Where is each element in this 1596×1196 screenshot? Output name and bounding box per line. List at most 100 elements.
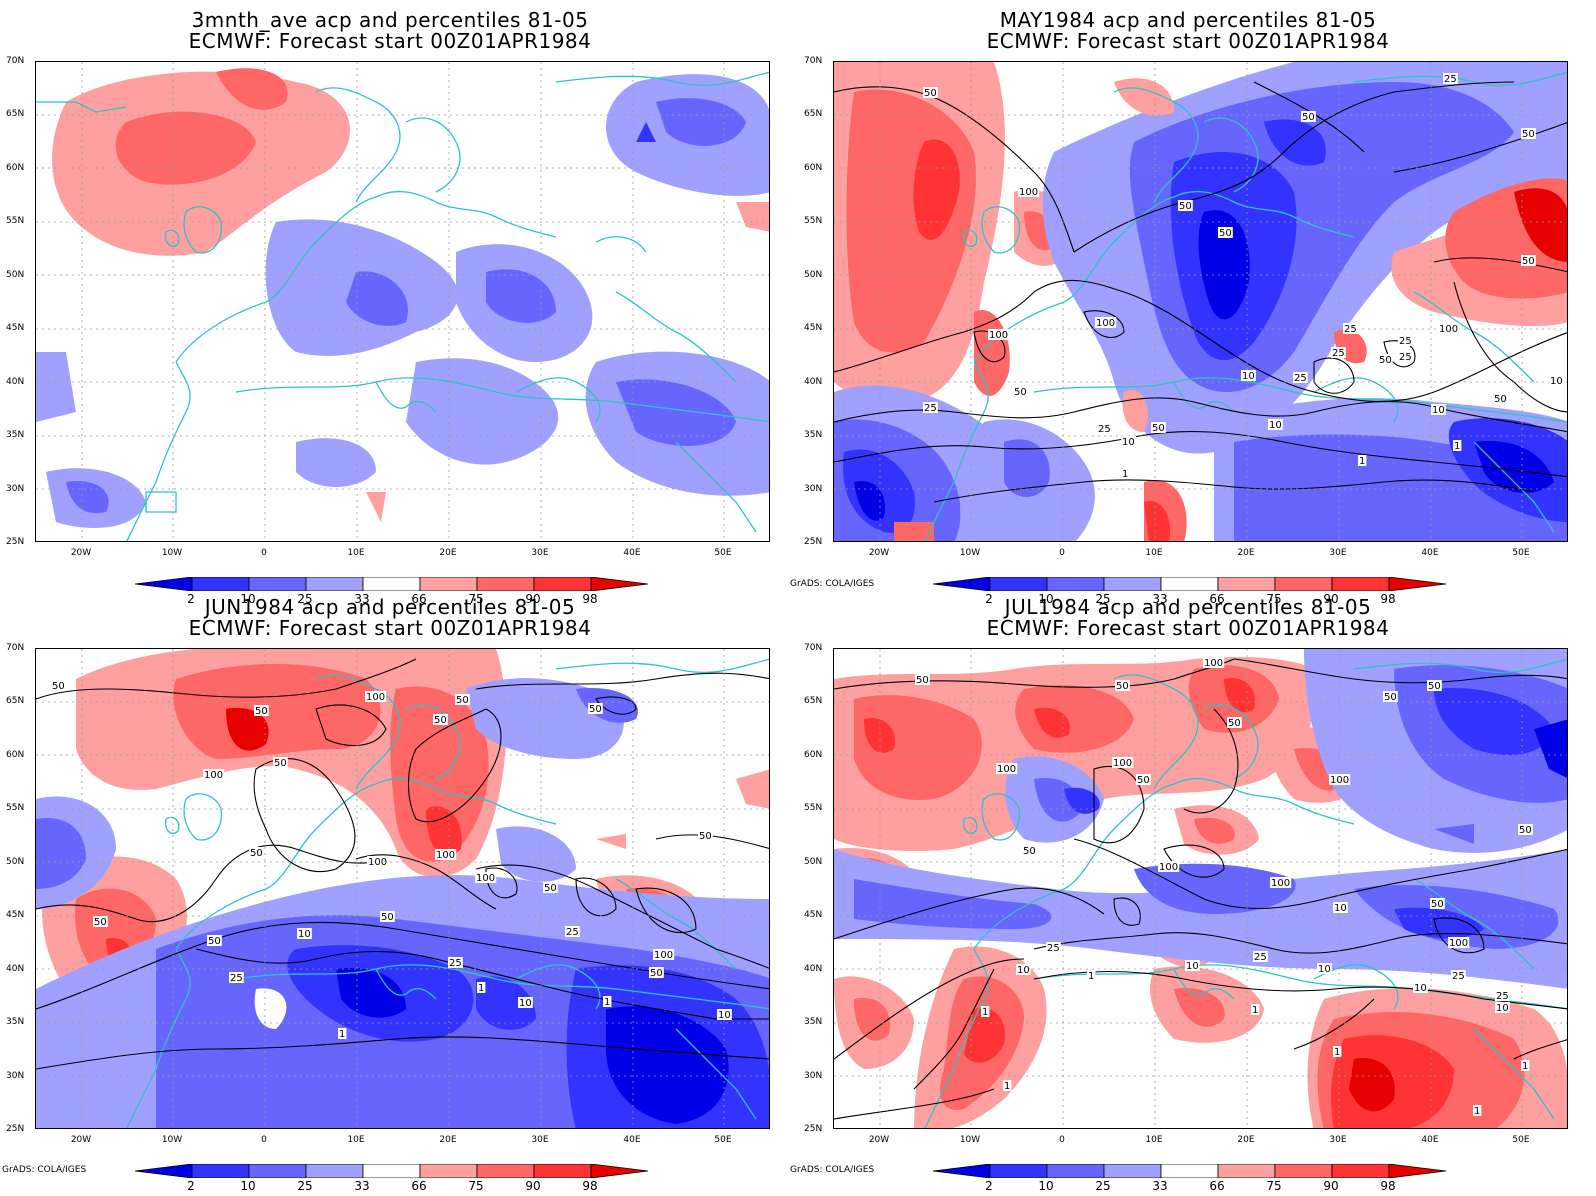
lat-label: 40N bbox=[804, 377, 823, 387]
contour-label: 50 bbox=[1379, 355, 1392, 366]
contour-label: 25 bbox=[1444, 74, 1457, 85]
contour-label-bg bbox=[1431, 404, 1446, 415]
contour-label: 50 bbox=[1116, 681, 1129, 692]
contour-label-bg bbox=[1185, 960, 1200, 971]
lon-label: 50E bbox=[1512, 1135, 1530, 1145]
coastline-layer bbox=[126, 658, 769, 1128]
contour-label: 50 bbox=[1023, 846, 1036, 857]
contour-label-bg bbox=[93, 916, 108, 927]
colorbar-label: 10 bbox=[1038, 1179, 1054, 1193]
contour-label: 50 bbox=[434, 715, 447, 726]
lon-label: 30E bbox=[531, 1135, 549, 1145]
panel-subtitle: ECMWF: Forecast start 00Z01APR1984 bbox=[986, 29, 1390, 53]
colorbar-label: 33 bbox=[354, 1179, 370, 1193]
lon-label: 20E bbox=[1237, 1135, 1255, 1145]
colorbar-ramp bbox=[932, 1163, 1447, 1179]
lat-label: 35N bbox=[6, 430, 25, 440]
colorbar-label: 33 bbox=[1152, 1179, 1168, 1193]
lat-label: 45N bbox=[804, 323, 823, 333]
colorbar-label: 25 bbox=[1095, 592, 1111, 606]
contour-label-bg bbox=[1343, 323, 1358, 334]
map-area: 50 50 25 50 100 50 50 50 100 100 25 25 25 50 100 2… bbox=[833, 61, 1568, 542]
contour-label: 50 bbox=[1228, 718, 1241, 729]
panel-title: 3mnth_ave acp and percentiles 81-05 bbox=[191, 8, 589, 32]
colorbar-label: 10 bbox=[240, 592, 256, 606]
contour-label-bg bbox=[1443, 73, 1458, 84]
contour-label-bg bbox=[475, 872, 497, 883]
contour-label: 10 bbox=[1496, 1003, 1509, 1014]
contour-label-bg bbox=[1121, 436, 1136, 447]
contour-label: 25 bbox=[1344, 324, 1357, 335]
lat-label: 50N bbox=[6, 857, 25, 867]
contour-label: 25 bbox=[1047, 943, 1060, 954]
colorbar-label: 2 bbox=[985, 1179, 993, 1193]
panel-jun-1984: JUN1984 acp and percentiles 81-05 ECMWF:… bbox=[0, 587, 798, 1193]
colorbar-label: 25 bbox=[297, 592, 313, 606]
contour-label-bg bbox=[1398, 335, 1413, 346]
coastline-layer bbox=[36, 71, 769, 541]
contour-label: 1 bbox=[1522, 1061, 1528, 1072]
contour-label-bg bbox=[367, 856, 389, 867]
contour-label-bg bbox=[203, 769, 225, 780]
contour-label-bg bbox=[717, 1009, 732, 1020]
contour-layer bbox=[834, 81, 1567, 503]
contour-label-bg bbox=[996, 763, 1018, 774]
contour-label: 100 bbox=[1204, 658, 1223, 669]
contour-label: 50 bbox=[1494, 394, 1507, 405]
lat-label: 65N bbox=[6, 109, 25, 119]
contour-label-layer: 50 100 50 50 50 100 100 50 100 50 100 50 50 100 10… bbox=[915, 657, 1533, 1117]
panel-subtitle: ECMWF: Forecast start 00Z01APR1984 bbox=[986, 616, 1390, 640]
contour-label-bg bbox=[448, 957, 463, 968]
lat-label: 45N bbox=[804, 910, 823, 920]
map-area: 50 100 50 50 50 100 100 50 100 50 100 50 50 100 10… bbox=[833, 648, 1568, 1129]
colorbar-label: 98 bbox=[1380, 1179, 1396, 1193]
lon-label: 20W bbox=[70, 1135, 92, 1145]
panel-title: JUN1984 acp and percentiles 81-05 bbox=[204, 595, 576, 619]
contour-label-bg bbox=[1293, 372, 1308, 383]
contour-label: 25 bbox=[566, 927, 579, 938]
contour-label: 1 bbox=[1359, 456, 1365, 467]
colorbar-arrow-high bbox=[590, 576, 649, 592]
colorbar-arrow-high bbox=[1388, 576, 1447, 592]
contour-label: 50 bbox=[650, 968, 663, 979]
colorbar-label: 75 bbox=[468, 1179, 484, 1193]
contour-label-bg bbox=[1333, 1046, 1342, 1057]
colorbar-arrow-high bbox=[1388, 1163, 1447, 1179]
contour-label-bg bbox=[1178, 200, 1193, 211]
contour-label-bg bbox=[380, 911, 395, 922]
contour-label-bg bbox=[1451, 970, 1466, 981]
contour-label-bg bbox=[1398, 351, 1413, 362]
lat-label: 30N bbox=[6, 484, 25, 494]
contour-label-bg bbox=[1227, 717, 1242, 728]
contour-label-bg bbox=[455, 694, 470, 705]
lon-label: 20E bbox=[439, 548, 457, 558]
colorbar-label: 75 bbox=[468, 592, 484, 606]
lat-label: 70N bbox=[6, 56, 25, 66]
lat-label: 60N bbox=[804, 750, 823, 760]
lat-label: 25N bbox=[6, 1124, 25, 1134]
contour-label: 50 bbox=[1137, 775, 1150, 786]
contour-label: 50 bbox=[94, 917, 107, 928]
contour-label: 50 bbox=[916, 675, 929, 686]
lon-label: 10E bbox=[347, 548, 365, 558]
contour-label-bg bbox=[565, 926, 580, 937]
contour-label-bg bbox=[207, 935, 222, 946]
contour-label: 1 bbox=[1088, 971, 1094, 982]
lat-label: 40N bbox=[6, 964, 25, 974]
contour-label-bg bbox=[1317, 963, 1332, 974]
contour-label: 100 bbox=[1330, 775, 1349, 786]
contour-label: 50 bbox=[1519, 825, 1532, 836]
lat-label: 40N bbox=[804, 964, 823, 974]
contour-label-bg bbox=[1112, 757, 1134, 768]
lat-label: 35N bbox=[804, 1017, 823, 1027]
contour-label-bg bbox=[923, 87, 938, 98]
colorbar-box bbox=[533, 1163, 592, 1179]
colorbar bbox=[932, 576, 1458, 595]
contour-label: 50 bbox=[1302, 112, 1315, 123]
lon-label: 40E bbox=[623, 1135, 641, 1145]
lat-label: 45N bbox=[6, 323, 25, 333]
contour-label: 25 bbox=[1399, 352, 1412, 363]
contour-label: 50 bbox=[1384, 692, 1397, 703]
contour-label-bg bbox=[1518, 824, 1533, 835]
colorbar-box bbox=[1160, 1163, 1219, 1179]
